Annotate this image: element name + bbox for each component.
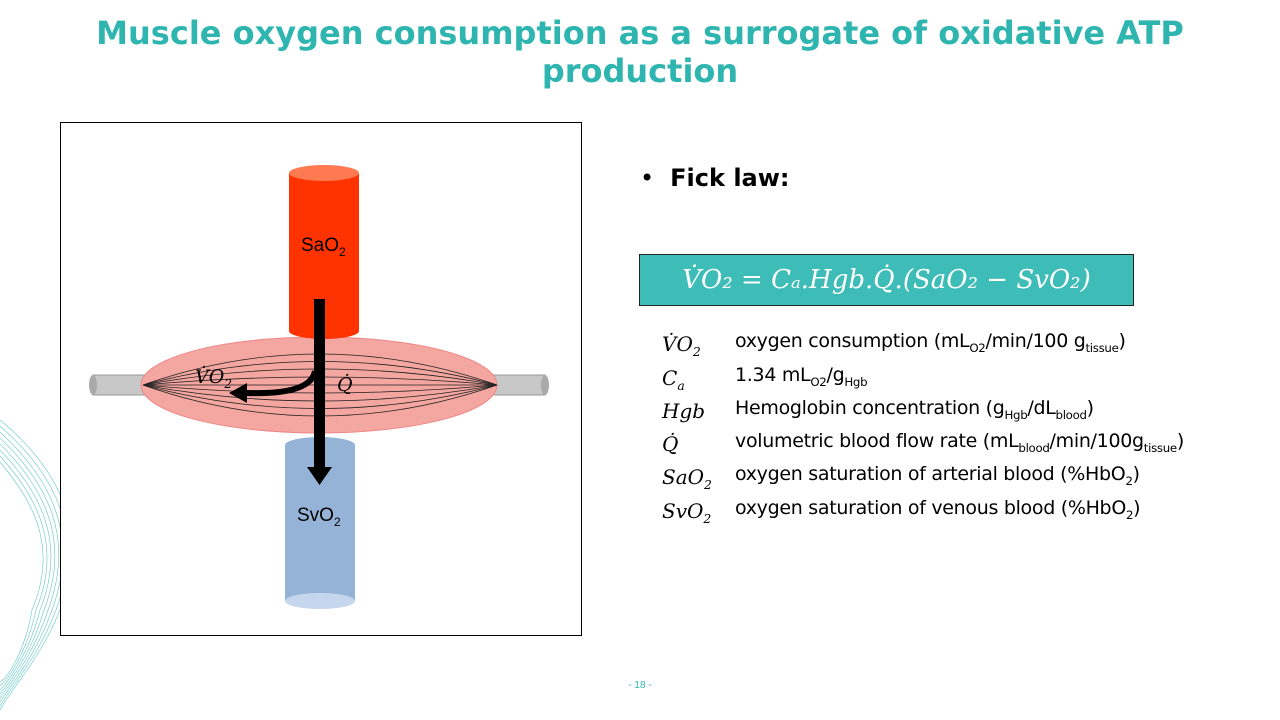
oxygen-extraction-arrow-head [229, 383, 247, 403]
legend-description: oxygen saturation of venous blood (%HbO2… [735, 497, 1141, 522]
legend-symbol: Q̇ [662, 432, 679, 456]
legend-symbol: Ca [662, 366, 685, 393]
legend-row: SaO2 oxygen saturation of arterial blood … [662, 463, 1262, 493]
legend-description: oxygen saturation of arterial blood (%Hb… [735, 463, 1140, 488]
legend-row: Q̇ volumetric blood flow rate (mLblood/mi… [662, 430, 1262, 460]
fick-diagram-frame: SaO2 SvO2 V̇O2 Q̇ [60, 122, 582, 636]
legend-row: Hgb Hemoglobin concentration (gHgb/dLbloo… [662, 397, 1262, 427]
legend-symbol: SaO2 [662, 465, 712, 492]
vein-cylinder-bottom [285, 593, 355, 609]
q-diagram-label: Q̇ [337, 374, 353, 396]
blood-flow-arrow-shaft [314, 299, 325, 469]
fick-law-bullet: • Fick law: [640, 164, 790, 192]
legend-row: SvO2 oxygen saturation of venous blood (%… [662, 497, 1262, 527]
right-tendon-end [541, 375, 549, 395]
legend-description: volumetric blood flow rate (mLblood/min/… [735, 430, 1184, 455]
blood-flow-arrow-head [307, 467, 332, 485]
left-tendon-end [89, 375, 97, 395]
legend-symbol: SvO2 [662, 499, 712, 526]
legend-row: V̇O2 oxygen consumption (mLO2/min/100 gti… [662, 330, 1262, 360]
svo2-label: SvO2 [297, 505, 341, 529]
page-number: - 18 - [628, 680, 652, 691]
legend-symbol: V̇O2 [662, 332, 701, 359]
oxygen-extraction-arrow [246, 370, 318, 397]
legend-description: oxygen consumption (mLO2/min/100 gtissue… [735, 330, 1126, 355]
vo2-diagram-label: V̇O2 [195, 366, 232, 391]
fick-equation: V̇O₂ = Cₐ.Hgb.Q̇.(SaO₂ − SvO₂) [639, 254, 1134, 306]
fick-diagram: SaO2 SvO2 V̇O2 Q̇ [89, 165, 549, 609]
artery-cylinder-top [289, 165, 359, 181]
legend-description: 1.34 mLO2/gHgb [735, 364, 868, 389]
legend-symbol: Hgb [662, 399, 706, 423]
decorative-wave-graphic [0, 419, 73, 711]
sao2-label: SaO2 [301, 235, 346, 259]
legend-row: Ca 1.34 mLO2/gHgb [662, 364, 1262, 394]
legend-description: Hemoglobin concentration (gHgb/dLblood) [735, 397, 1094, 422]
slide-title: Muscle oxygen consumption as a surrogate… [96, 14, 1184, 90]
